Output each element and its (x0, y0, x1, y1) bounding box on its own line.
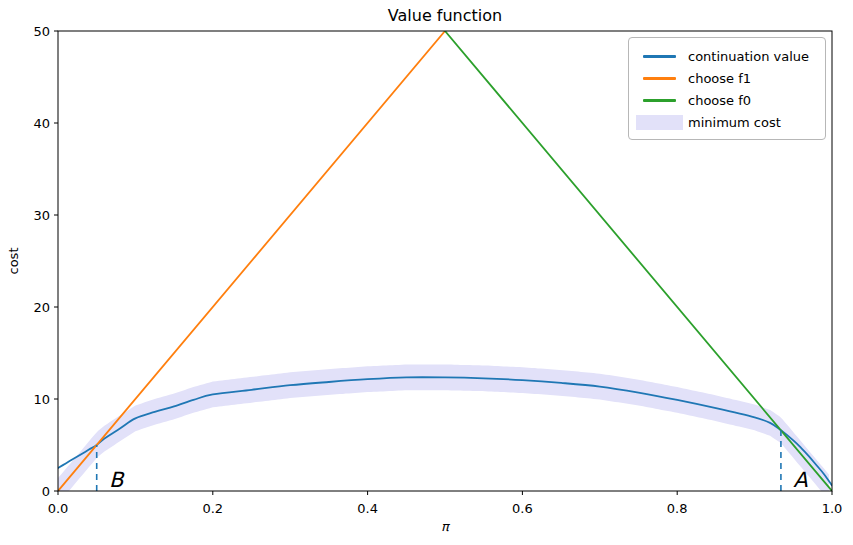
legend-patch-swatch (636, 115, 688, 130)
x-tick-label: 1.0 (822, 501, 843, 516)
legend-label: minimum cost (688, 116, 781, 129)
y-tick-label: 20 (33, 300, 50, 315)
x-tick-label: 0.4 (357, 501, 378, 516)
legend-item-minimum-cost: minimum cost (636, 112, 817, 133)
legend-label: continuation value (688, 50, 809, 63)
continuation-value-swatch-icon (643, 55, 676, 58)
x-tick-label: 0.8 (667, 501, 688, 516)
y-axis-label: cost (6, 248, 21, 275)
x-tick-label: 0.2 (202, 501, 223, 516)
y-tick-label: 30 (33, 208, 50, 223)
legend-line-swatch (636, 77, 688, 80)
legend-line-swatch (636, 55, 688, 58)
legend-item-continuation-value: continuation value (636, 46, 817, 67)
minimum-cost-band (58, 365, 829, 504)
choose-f1-swatch-icon (643, 77, 676, 80)
value-function-figure: 0.00.20.40.60.81.001020304050 BA Value f… (0, 0, 853, 545)
legend: continuation value choose f1 choose f0 mini… (628, 37, 826, 140)
x-tick-label: 0.0 (48, 501, 69, 516)
y-tick-label: 10 (33, 392, 50, 407)
chart-title: Value function (388, 6, 502, 25)
annotation-A: A (793, 468, 808, 492)
annotation-B: B (109, 468, 125, 492)
legend-line-swatch (636, 99, 688, 102)
minimum-cost-band-fill (58, 365, 829, 504)
minimum-cost-swatch-icon (636, 115, 683, 130)
legend-item-choose-f1: choose f1 (636, 68, 817, 89)
choose-f0-swatch-icon (643, 99, 676, 102)
y-tick-label: 0 (42, 484, 50, 499)
legend-item-choose-f0: choose f0 (636, 90, 817, 111)
x-tick-label: 0.6 (512, 501, 533, 516)
legend-label: choose f1 (688, 72, 751, 85)
y-tick-label: 50 (33, 24, 50, 39)
annotations: BA (109, 468, 808, 492)
continuation-value-line (58, 377, 832, 485)
y-tick-label: 40 (33, 116, 50, 131)
x-axis-label: π (441, 519, 451, 534)
choose-f1-line (58, 31, 445, 491)
legend-label: choose f0 (688, 94, 751, 107)
threshold-lines (97, 430, 781, 491)
